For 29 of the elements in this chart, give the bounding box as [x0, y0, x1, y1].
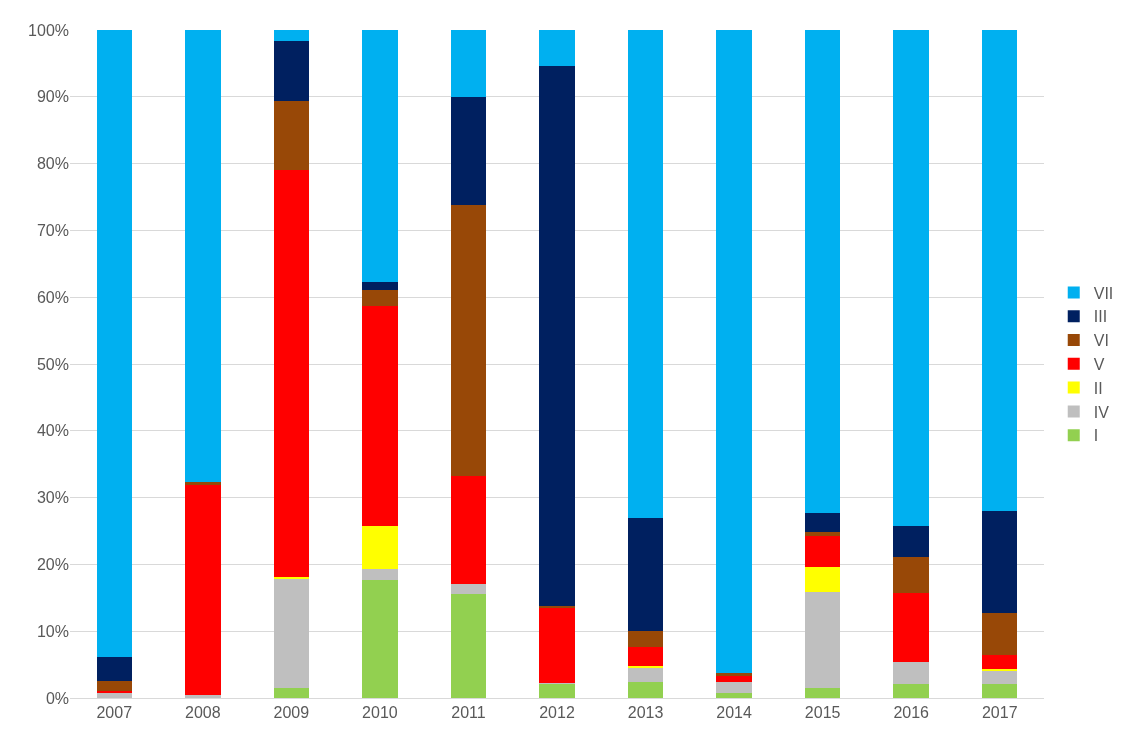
x-tick-label: 2012 — [539, 704, 575, 722]
x-tick-label: 2014 — [716, 704, 752, 722]
y-tick-label: 70% — [36, 222, 69, 239]
x-tick-label: 2007 — [96, 704, 133, 722]
x-tick-label: 2008 — [185, 704, 221, 722]
y-tick-label: 20% — [36, 556, 69, 573]
legend-label: VI — [1093, 332, 1109, 350]
y-tick-label: 90% — [36, 88, 69, 106]
legend-label: IV — [1093, 403, 1110, 421]
legend-label: II — [1093, 379, 1103, 397]
y-tick-label: 0% — [45, 689, 69, 707]
y-tick-label: 40% — [36, 422, 69, 440]
x-tick-label: 2011 — [451, 704, 486, 722]
x-tick-label: 2016 — [893, 704, 930, 722]
y-tick-label: 100% — [28, 21, 69, 39]
legend-label: VII — [1093, 284, 1114, 302]
y-tick-label: 60% — [36, 288, 69, 306]
y-tick-label: 80% — [36, 155, 69, 173]
x-tick-label: 2013 — [627, 704, 664, 722]
y-tick-label: 50% — [36, 355, 69, 373]
x-tick-label: 2009 — [273, 704, 310, 722]
y-tick-label: 10% — [36, 622, 69, 640]
legend-label: V — [1093, 356, 1105, 374]
legend-label: I — [1093, 427, 1099, 445]
y-tick-label: 30% — [36, 489, 69, 507]
x-tick-label: 2010 — [362, 704, 398, 722]
x-tick-label: 2015 — [804, 704, 841, 722]
x-tick-label: 2017 — [981, 704, 1018, 722]
legend-label: III — [1093, 308, 1108, 326]
